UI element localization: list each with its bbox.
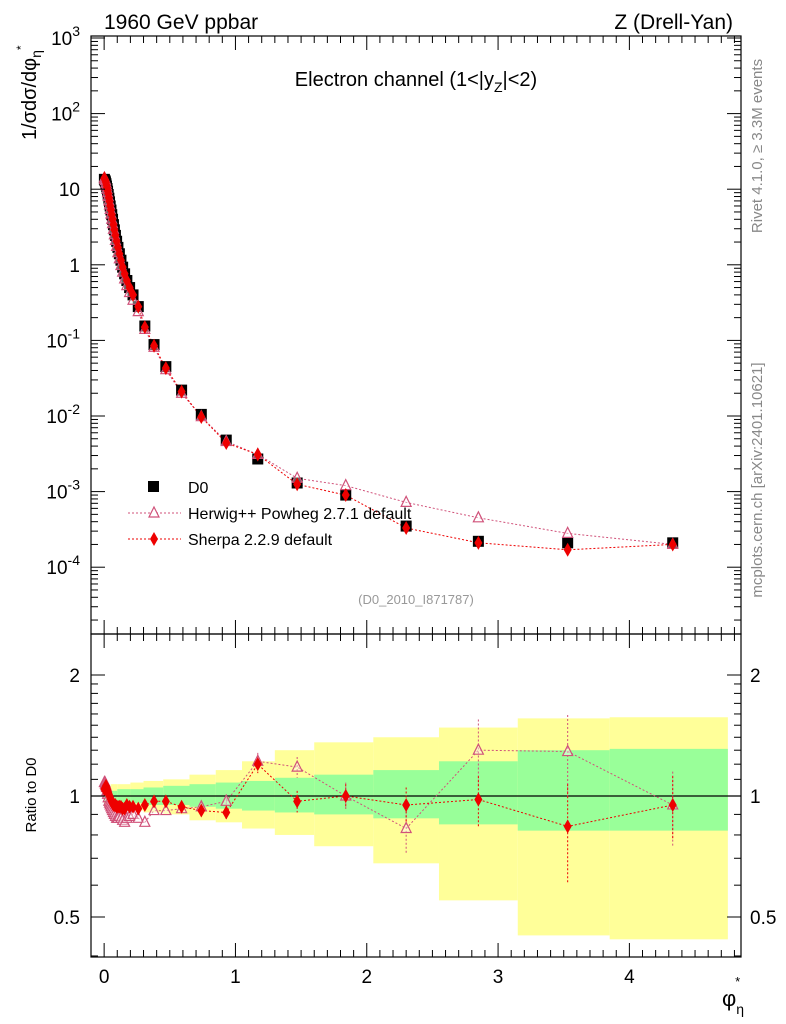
ratio-sherpa-point (563, 819, 572, 834)
ratio-sherpa-point (293, 794, 302, 809)
sherpa-point (222, 435, 231, 450)
main-plot-content (98, 170, 679, 557)
legend-label-herwig: Herwig++ Powheg 2.7.1 default (188, 506, 412, 523)
ratio-herwig-point (472, 742, 485, 755)
rivet-version-label: Rivet 4.1.0, ≥ 3.3M events (749, 59, 766, 233)
header-left-label: 1960 GeV ppbar (104, 11, 258, 34)
ratio-herwig-point (148, 803, 161, 816)
y-tick-label: 1 (69, 256, 80, 277)
ratio-sherpa-point (161, 794, 170, 809)
sherpa-point (140, 320, 149, 335)
sherpa-point (293, 477, 302, 492)
legend: D0 Herwig++ Powheg 2.7.1 default Sherpa … (128, 480, 412, 549)
ratio-sherpa-point (177, 799, 186, 814)
title-end-part: |<2) (503, 69, 538, 91)
sherpa-point (197, 410, 206, 425)
ratio-sherpa-point (474, 792, 483, 807)
legend-entry-sherpa: Sherpa 2.2.9 default (128, 532, 333, 549)
sherpa-point (161, 361, 170, 376)
ratio-sherpa-point (150, 794, 159, 809)
uncertainty-band-inner (609, 748, 728, 831)
ratio-herwig-point (132, 810, 145, 823)
analysis-id-label: (D0_2010_I871787) (358, 592, 474, 607)
legend-entry-d0: D0 (148, 480, 209, 497)
sherpa-point (134, 299, 143, 314)
legend-label-sherpa: Sherpa 2.2.9 default (188, 532, 333, 549)
ratio-herwig-line (104, 749, 673, 830)
ratio-sherpa-point (129, 799, 138, 814)
y-tick-label: 10-4 (46, 552, 80, 579)
ratio-herwig-point (138, 814, 151, 827)
x-tick-label: 4 (624, 967, 635, 988)
ratio-herwig-point (291, 759, 304, 772)
ratio-sherpa-point (341, 789, 350, 803)
sherpa-point (253, 447, 262, 462)
main-y-axis-label: 1/σdσ/dφη* (14, 45, 44, 140)
y-tick-label: 10 (59, 180, 80, 201)
mcplots-credit-label: mcplots.cern.ch [arXiv:2401.10621] (749, 362, 766, 597)
ratio-sherpa-point (668, 797, 677, 812)
uncertainty-band-inner (517, 750, 610, 831)
ratio-sherpa-point (197, 803, 206, 818)
title-main-part: Electron channel (1<|y (295, 69, 494, 91)
legend-marker-sherpa (150, 532, 158, 546)
ratio-y-axis-label: Ratio to D0 (23, 757, 40, 832)
y-tick-label: 10-3 (46, 477, 80, 504)
ratio-plot-content (91, 715, 741, 940)
sherpa-point (668, 537, 677, 552)
ratio-sherpa-point (140, 797, 149, 812)
header-right-label: Z (Drell-Yan) (614, 11, 733, 34)
y-tick-label: 103 (51, 23, 80, 50)
uncertainty-band-inner (274, 777, 315, 813)
legend-marker-herwig (148, 505, 160, 518)
legend-marker-d0 (148, 481, 159, 492)
herwig-point (400, 495, 413, 507)
herwig-point (472, 510, 485, 523)
x-tick-label: 2 (361, 967, 372, 988)
ratio-sherpa-point (402, 797, 411, 812)
y-tick-label: 10-1 (46, 325, 80, 352)
ratio-herwig-point (159, 803, 172, 816)
sherpa-point (474, 535, 483, 550)
x-tick-label: 1 (230, 967, 241, 988)
ratio-herwig-point (400, 821, 413, 834)
herwig-point (561, 526, 574, 538)
ratio-axes: 0.5 0.5 1 1 2 2 0 1 2 3 4 (54, 634, 776, 988)
ratio-y-tick-label-left: 1 (69, 787, 80, 808)
ratio-y-tick-label-right: 0.5 (750, 908, 776, 929)
x-tick-label: 0 (99, 967, 110, 988)
main-chart-title: Electron channel (1<|yZ|<2) (295, 69, 537, 95)
legend-label-d0: D0 (188, 480, 209, 497)
legend-entry-herwig: Herwig++ Powheg 2.7.1 default (128, 505, 412, 523)
sherpa-point (402, 521, 411, 536)
sherpa-point (341, 488, 350, 503)
ratio-y-tick-label-left: 2 (69, 666, 80, 687)
ratio-herwig-point (561, 744, 574, 757)
sherpa-point (563, 542, 572, 557)
sherpa-point (177, 384, 186, 399)
ratio-herwig-point (220, 793, 233, 806)
ratio-y-tick-label-right: 2 (750, 666, 761, 687)
sherpa-point (129, 287, 138, 302)
ratio-y-tick-label-left: 0.5 (54, 908, 80, 929)
uncertainty-band-inner (163, 785, 190, 805)
ratio-sherpa-point (253, 757, 262, 772)
y-tick-label: 102 (51, 99, 80, 126)
sherpa-point (150, 338, 159, 353)
ratio-y-tick-label-right: 1 (750, 787, 761, 808)
x-axis-label: φη* (722, 974, 744, 1017)
x-tick-label: 3 (493, 967, 504, 988)
ratio-sherpa-point (222, 805, 231, 820)
title-subscript-part: Z (494, 79, 503, 95)
y-tick-label: 10-2 (46, 401, 80, 428)
ratio-panel: 0.5 0.5 1 1 2 2 0 1 2 3 4 Ratio to D0 (23, 633, 776, 988)
ratio-sherpa-point (134, 801, 143, 816)
